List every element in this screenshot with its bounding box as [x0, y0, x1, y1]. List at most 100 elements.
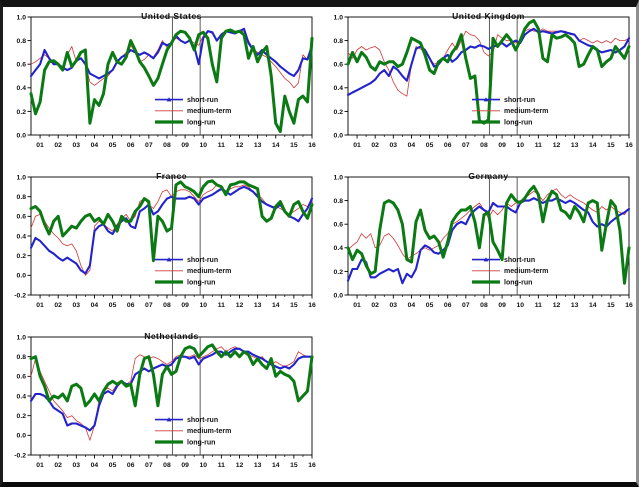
- svg-text:13: 13: [254, 462, 262, 469]
- legend-label-short-run: short-run: [504, 257, 535, 264]
- svg-text:0.6: 0.6: [17, 374, 27, 381]
- legend-label-short-run: short-run: [187, 97, 218, 104]
- chart-germany: 1.0 0.8 0.6 0.4 0.2 0.0 01 02 03 04 05 06 07 08 09 10 11…: [322, 170, 634, 318]
- svg-text:09: 09: [181, 302, 189, 309]
- svg-text:16: 16: [625, 302, 633, 309]
- svg-text:06: 06: [444, 302, 452, 309]
- legend: short-run medium-term long-run: [155, 97, 231, 126]
- svg-text:05: 05: [109, 462, 117, 469]
- series-short-run: [346, 27, 631, 96]
- svg-text:05: 05: [426, 302, 434, 309]
- legend-marker-short-run: [483, 97, 489, 102]
- svg-text:12: 12: [553, 302, 561, 309]
- chart-canvas-france: 1.0 0.8 0.6 0.4 0.2 0.0 -0.2 01 02 03 04 05 06 07 08 09…: [14, 174, 316, 309]
- svg-text:03: 03: [390, 302, 398, 309]
- legend-marker-short-run: [166, 257, 172, 262]
- svg-text:06: 06: [127, 142, 135, 149]
- svg-text:11: 11: [535, 302, 542, 309]
- legend-label-long-run: long-run: [187, 279, 215, 286]
- plot-border: [347, 16, 630, 136]
- charts-grid: 1.0 0.8 0.6 0.4 0.2 0.0 01 02 03 04 05 06 07 08 09 10 11…: [3, 7, 636, 478]
- svg-text:0.0: 0.0: [17, 273, 27, 280]
- svg-text:07: 07: [145, 302, 153, 309]
- svg-text:16: 16: [308, 462, 316, 469]
- svg-text:1.0: 1.0: [17, 14, 27, 21]
- series-short-run: [29, 185, 314, 275]
- svg-text:04: 04: [408, 142, 416, 149]
- svg-text:07: 07: [145, 462, 153, 469]
- y-axis: 1.0 0.8 0.6 0.4 0.2 0.0: [334, 14, 348, 139]
- chart-netherlands: 1.0 0.8 0.6 0.4 0.2 0.0 -0.2 01 02 03 04 05 06 07 08 09…: [5, 330, 317, 478]
- series-short-run: [29, 347, 314, 432]
- legend-label-long-run: long-run: [504, 279, 532, 286]
- svg-text:10: 10: [199, 142, 207, 149]
- svg-text:11: 11: [218, 462, 225, 469]
- svg-text:02: 02: [371, 302, 379, 309]
- legend: short-run medium-term long-run: [155, 257, 231, 286]
- svg-text:08: 08: [163, 302, 171, 309]
- svg-text:0.2: 0.2: [334, 109, 344, 116]
- x-axis: 01 02 03 04 05 06 07 08 09 10 11 12 13 14 15 16: [36, 295, 316, 309]
- svg-text:0.6: 0.6: [334, 62, 344, 69]
- svg-text:05: 05: [109, 302, 117, 309]
- empty-panel: [322, 330, 634, 478]
- series-long-run: [346, 19, 631, 125]
- svg-text:0.8: 0.8: [334, 198, 344, 205]
- svg-text:13: 13: [571, 142, 579, 149]
- svg-text:07: 07: [462, 302, 470, 309]
- plot-border: [30, 336, 313, 456]
- svg-text:0.8: 0.8: [17, 194, 27, 201]
- series-long-run: [29, 28, 314, 133]
- svg-text:0.4: 0.4: [334, 85, 344, 92]
- series-medium-term: [347, 188, 630, 260]
- svg-text:05: 05: [109, 142, 117, 149]
- svg-text:14: 14: [272, 302, 280, 309]
- svg-text:10: 10: [199, 302, 207, 309]
- svg-text:1.0: 1.0: [17, 334, 27, 341]
- svg-text:0.8: 0.8: [334, 38, 344, 45]
- legend-label-medium-term: medium-term: [504, 108, 548, 115]
- y-axis: 1.0 0.8 0.6 0.4 0.2 0.0: [17, 14, 31, 139]
- svg-text:11: 11: [218, 302, 225, 309]
- svg-text:0.4: 0.4: [17, 393, 27, 400]
- svg-text:03: 03: [73, 302, 81, 309]
- series-long-run: [29, 343, 314, 408]
- legend: short-run medium-term long-run: [472, 257, 548, 286]
- svg-text:02: 02: [371, 142, 379, 149]
- chart-canvas-united-kingdom: 1.0 0.8 0.6 0.4 0.2 0.0 01 02 03 04 05 06 07 08 09 10 11…: [334, 14, 633, 149]
- svg-text:03: 03: [73, 142, 81, 149]
- svg-text:0.8: 0.8: [17, 38, 27, 45]
- svg-text:14: 14: [272, 462, 280, 469]
- svg-text:01: 01: [36, 302, 44, 309]
- legend-label-medium-term: medium-term: [187, 428, 231, 435]
- svg-text:14: 14: [272, 142, 280, 149]
- series-long-run: [346, 184, 631, 285]
- svg-text:06: 06: [127, 302, 135, 309]
- svg-text:15: 15: [607, 142, 615, 149]
- legend-marker-short-run: [166, 417, 172, 422]
- svg-text:15: 15: [290, 302, 298, 309]
- svg-text:0.4: 0.4: [17, 233, 27, 240]
- svg-text:1.0: 1.0: [334, 14, 344, 21]
- legend-label-short-run: short-run: [187, 257, 218, 264]
- svg-text:0.2: 0.2: [334, 269, 344, 276]
- svg-text:01: 01: [36, 462, 44, 469]
- svg-text:13: 13: [254, 302, 262, 309]
- svg-text:06: 06: [127, 462, 135, 469]
- series-long-run: [29, 179, 314, 263]
- svg-text:05: 05: [426, 142, 434, 149]
- svg-text:1.0: 1.0: [334, 174, 344, 181]
- legend: short-run medium-term long-run: [155, 417, 231, 446]
- svg-text:10: 10: [199, 462, 207, 469]
- svg-text:15: 15: [290, 142, 298, 149]
- svg-text:16: 16: [625, 142, 633, 149]
- svg-text:0.6: 0.6: [17, 214, 27, 221]
- svg-text:12: 12: [236, 142, 244, 149]
- legend-label-medium-term: medium-term: [187, 268, 231, 275]
- x-axis: 01 02 03 04 05 06 07 08 09 10 11 12 13 14 15 16: [36, 135, 316, 149]
- svg-text:04: 04: [91, 462, 99, 469]
- legend-marker-short-run: [483, 257, 489, 262]
- svg-text:07: 07: [462, 142, 470, 149]
- svg-text:12: 12: [553, 142, 561, 149]
